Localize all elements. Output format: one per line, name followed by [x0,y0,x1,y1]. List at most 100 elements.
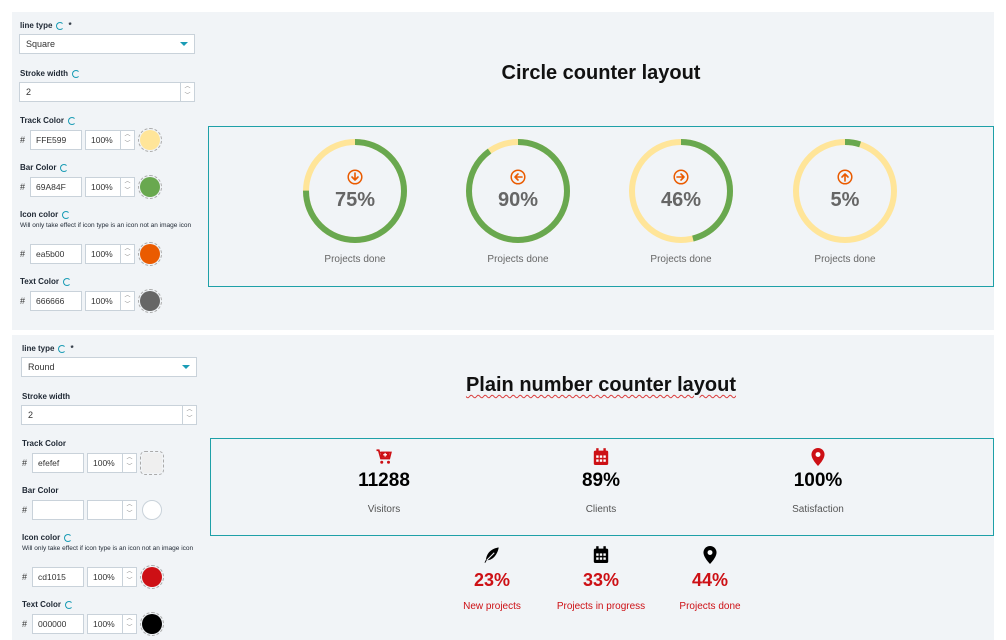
plain-counter-block: line type * Round Stroke width 2 ︿ ﹀ Trac… [12,335,994,640]
text-color-hex-input[interactable]: 666666 [30,291,82,311]
circle-counter-item: 75% Projects done [300,136,410,276]
counter-number: 100% [793,470,843,491]
arrow-left-circle-icon [510,169,526,185]
ring-caption: Projects done [650,254,712,265]
bar-color-hex-input[interactable]: 69A84F [30,177,82,197]
feather-icon [437,546,547,564]
text-color-opacity-input[interactable]: 100% ︿ ﹀ [85,291,135,311]
sync-icon[interactable] [64,533,73,542]
icon-color-opacity-input[interactable]: 100% ︿ ﹀ [85,244,135,264]
bar-color-swatch[interactable] [138,175,162,199]
counter-caption: New projects [463,601,521,612]
line-type-label: line type * [20,21,72,30]
sync-icon[interactable] [68,116,77,125]
icon-color-swatch[interactable] [138,242,162,266]
circle-counter-block: line type * Square Stroke width 2 ︿ ﹀ Tra… [12,12,994,330]
circle-counter-frame[interactable] [208,126,994,287]
hash-label: # [22,572,28,582]
bar-color-opacity-input[interactable]: 100% ︿ ﹀ [85,177,135,197]
settings-sidebar: line type * Round Stroke width 2 ︿ ﹀ Trac… [12,335,208,640]
sync-icon[interactable] [60,163,69,172]
ring-caption: Projects done [814,254,876,265]
progress-ring [793,139,897,243]
stroke-width-input[interactable]: 2 ︿ ﹀ [21,405,197,425]
icon-color-hex-input[interactable]: ea5b00 [30,244,82,264]
progress-ring [629,139,733,243]
icon-color-swatch[interactable] [140,565,164,589]
text-color-swatch[interactable] [140,612,164,636]
track-color-label: Track Color [22,439,67,448]
chevron-down-icon [180,42,188,46]
hash-label: # [22,505,28,515]
ring-caption: Projects done [487,254,549,265]
counter-caption: Visitors [367,504,401,515]
track-color-hex-input[interactable]: FFE599 [30,130,82,150]
arrow-down-circle-icon [347,169,363,185]
ring-percent: 75% [334,189,376,211]
sync-icon[interactable] [58,344,67,353]
ring-bar [303,139,407,243]
text-color-opacity-input[interactable]: 100% ︿ ﹀ [87,614,137,634]
track-color-opacity-input[interactable]: 100% ︿ ﹀ [87,453,137,473]
ring-percent: 90% [497,189,539,211]
track-color-label: Track Color [20,116,77,125]
hash-label: # [20,135,26,145]
counter-item: 44% Projects done [655,546,765,612]
arrow-right-circle-icon [673,169,689,185]
hash-label: # [22,619,28,629]
line-type-select[interactable]: Round [21,357,197,377]
ring-caption: Projects done [324,254,386,265]
sync-icon[interactable] [56,21,65,30]
sync-icon[interactable] [72,69,81,78]
map-pin-icon [655,546,765,564]
stroke-width-input[interactable]: 2 ︿ ﹀ [19,82,195,102]
text-color-label: Text Color [22,600,73,609]
bar-color-opacity-input[interactable]: ︿ ﹀ [87,500,137,520]
track-color-swatch[interactable] [140,451,164,475]
track-color-opacity-input[interactable]: 100% ︿ ﹀ [85,130,135,150]
icon-color-hex-input[interactable]: cd1015 [32,567,84,587]
bar-color-swatch[interactable] [142,500,162,520]
page-title: Circle counter layout [501,62,701,84]
counter-number: 44% [691,570,729,590]
icon-color-note: Will only take effect if icon type is an… [20,222,192,229]
text-color-swatch[interactable] [138,289,162,313]
bar-color-label: Bar Color [20,163,69,172]
circle-counter-item: 90% Projects done [463,136,573,276]
circle-counter-preview: Circle counter layout 75% Projects done 90… [208,12,994,330]
icon-color-label: Icon color [22,533,73,542]
stroke-width-stepper[interactable]: ︿ ﹀ [182,406,196,424]
stroke-width-label: Stroke width [20,69,81,78]
sync-icon[interactable] [62,277,71,286]
line-type-select[interactable]: Square [19,34,195,54]
track-color-hex-input[interactable]: efefef [32,453,84,473]
counter-number: 11288 [358,470,410,491]
bar-color-label: Bar Color [22,486,59,495]
hash-label: # [20,249,26,259]
calendar-icon [511,448,691,466]
sync-icon[interactable] [62,210,71,219]
stroke-width-stepper[interactable]: ︿ ﹀ [180,83,194,101]
counter-item: 89% Clients [511,448,691,515]
counter-caption: Clients [585,504,617,515]
ring-bar [629,139,733,243]
counter-caption: Projects in progress [556,601,646,612]
chevron-down-icon [182,365,190,369]
text-color-label: Text Color [20,277,71,286]
counter-item: 100% Satisfaction [728,448,908,515]
text-color-hex-input[interactable]: 000000 [32,614,84,634]
hash-label: # [20,296,26,306]
counter-number: 89% [581,470,621,491]
counter-item: 23% New projects [437,546,547,612]
plain-counter-frame[interactable] [210,438,994,536]
plain-counter-preview: Plain number counter layout 11288 Visito… [208,335,994,640]
sync-icon[interactable] [64,600,73,609]
icon-color-opacity-input[interactable]: 100% ︿ ﹀ [87,567,137,587]
counter-caption: Satisfaction [792,504,844,515]
settings-sidebar: line type * Square Stroke width 2 ︿ ﹀ Tra… [12,12,208,330]
ring-bar [793,139,897,243]
track-color-swatch[interactable] [138,128,162,152]
hash-label: # [20,182,26,192]
bar-color-hex-input[interactable] [32,500,84,520]
calendar-icon [546,546,656,564]
